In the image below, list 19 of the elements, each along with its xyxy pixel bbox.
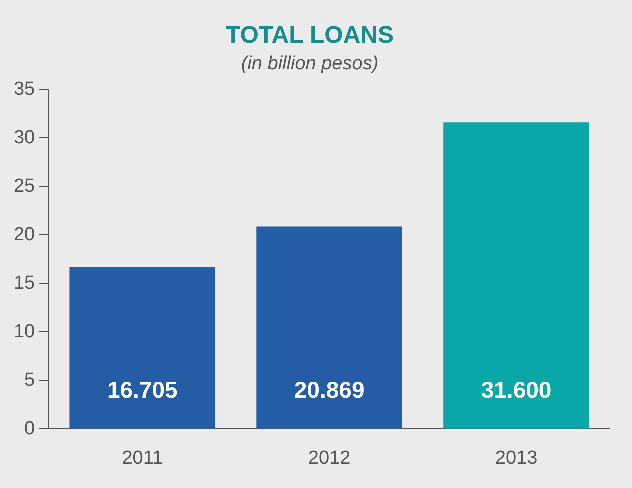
y-tick-label: 5 [24,370,36,391]
y-tick-label: 25 [14,176,36,197]
data-label: 16.705 [107,377,178,404]
y-tick-label: 35 [14,78,36,100]
x-tick-label: 2011 [122,448,164,469]
x-tick-label: 2013 [495,448,538,469]
bar [256,226,402,429]
chart-subtitle: (in billion pesos) [241,53,379,74]
y-tick-label: 15 [14,272,36,294]
y-tick-label: 20 [14,224,36,246]
y-tick-label: 10 [14,321,36,342]
chart-title: TOTAL LOANS [226,22,394,50]
data-label: 20.869 [294,377,365,404]
data-label: 31.600 [481,377,552,404]
y-tick-label: 0 [24,418,36,440]
y-tick-label: 30 [14,127,36,148]
x-tick-label: 2012 [308,448,351,469]
bar [70,267,216,429]
bar [444,122,590,429]
